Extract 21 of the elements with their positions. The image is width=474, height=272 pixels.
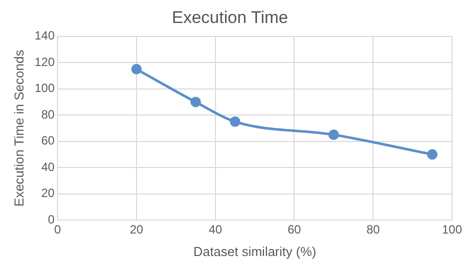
y-tick-label: 60 xyxy=(41,134,55,148)
y-tick-label: 140 xyxy=(34,28,55,43)
point xyxy=(230,116,240,127)
x-tick-label: 80 xyxy=(366,222,380,237)
x-axis-title: Dataset similarity (%) xyxy=(193,244,316,259)
y-tick-label: 20 xyxy=(41,186,55,200)
y-axis-title: Execution Time in Seconds xyxy=(11,49,26,207)
y-tick-label: 40 xyxy=(41,160,55,174)
y-tick-label: 120 xyxy=(34,54,55,69)
y-tick-label: 0 xyxy=(48,212,55,226)
y-tick-label: 80 xyxy=(41,107,55,122)
x-tick-label: 20 xyxy=(130,222,144,237)
y-tick-label: 100 xyxy=(34,81,55,96)
point xyxy=(190,96,201,108)
x-tick-label: 100 xyxy=(442,222,462,237)
point xyxy=(131,64,142,74)
x-tick-label: 40 xyxy=(208,222,222,237)
point xyxy=(328,130,339,140)
point xyxy=(427,149,438,160)
x-tick-label: 60 xyxy=(288,222,302,237)
chart-title: Execution Time xyxy=(172,8,288,27)
